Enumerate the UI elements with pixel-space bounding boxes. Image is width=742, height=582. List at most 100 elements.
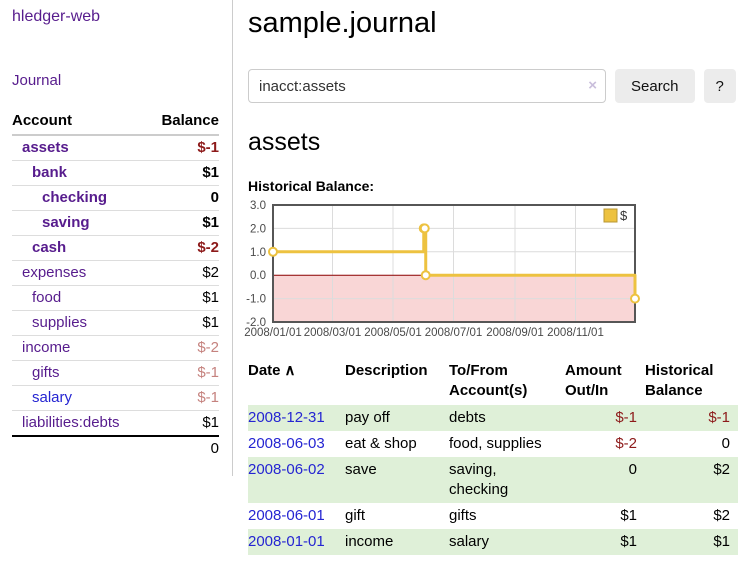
account-link[interactable]: cash: [32, 239, 67, 256]
account-link[interactable]: checking: [42, 189, 108, 206]
accounts-table: Account Balance assets $-1 bank $1 checking 0…: [12, 110, 219, 460]
y-tick-label: -2.0: [246, 317, 266, 329]
app-title-link[interactable]: hledger-web: [12, 8, 101, 25]
date-link[interactable]: 2008-01-01: [248, 533, 325, 550]
account-name-cell: expenses: [12, 260, 147, 286]
accounts-header-account: Account: [12, 110, 147, 136]
account-name-cell: cash: [12, 235, 147, 261]
account-row: checking 0: [12, 185, 219, 211]
account-name-cell: assets: [12, 135, 147, 161]
sidebar-item-journal[interactable]: Journal: [12, 72, 62, 89]
y-tick-label: 2.0: [250, 223, 266, 235]
page-title: sample.journal: [248, 7, 437, 39]
x-tick-label: 2008/07/01: [425, 327, 483, 339]
account-link[interactable]: food: [32, 289, 62, 306]
account-name-cell: gifts: [12, 360, 147, 386]
account-balance: $1: [146, 285, 219, 311]
register-description-cell: income: [345, 533, 394, 550]
register-header-row: Date ∧ Description To/From Account(s) Amo…: [248, 359, 738, 405]
clear-search-icon[interactable]: ×: [588, 77, 597, 94]
register-description-cell: eat & shop: [345, 435, 417, 452]
register-balance-cell: $1: [713, 533, 730, 550]
register-description-cell: gift: [345, 507, 366, 524]
help-button[interactable]: ?: [703, 69, 736, 103]
register-accounts-cell: salary: [449, 533, 490, 550]
search-bar: × Search ?: [248, 69, 741, 103]
accounts-total-spacer: [12, 435, 147, 460]
account-row: supplies $1: [12, 310, 219, 336]
account-link[interactable]: income: [22, 339, 71, 356]
register-header-amount: Amount Out/In: [565, 362, 622, 399]
register-row[interactable]: 2008-06-03 eat & shop food, supplies $-2 0: [248, 431, 738, 457]
account-row: assets $-1: [12, 135, 219, 161]
account-row: salary $-1: [12, 385, 219, 411]
account-link[interactable]: liabilities:debts: [22, 414, 120, 431]
register-header-account: To/From Account(s): [449, 362, 528, 399]
register-table: Date ∧ Description To/From Account(s) Amo…: [248, 359, 738, 555]
account-balance: $-2: [146, 335, 219, 361]
register-date-cell: 2008-06-03: [248, 431, 345, 457]
account-link[interactable]: salary: [32, 389, 73, 406]
y-tick-label: 3.0: [250, 200, 266, 212]
register-row[interactable]: 2008-01-01 income salary $1 $1: [248, 529, 738, 555]
account-heading: assets: [248, 128, 321, 156]
register-header-date[interactable]: Date ∧: [248, 359, 345, 405]
register-description-cell: save: [345, 461, 377, 478]
account-row: food $1: [12, 285, 219, 311]
account-balance: $-2: [146, 235, 219, 261]
x-tick-label: 2008/05/01: [364, 327, 422, 339]
register-accounts-cell: debts: [449, 409, 486, 426]
account-link[interactable]: supplies: [32, 314, 88, 331]
register-header-balance: Historical Balance: [645, 362, 714, 399]
chart-title: Historical Balance:: [248, 178, 375, 194]
accounts-total-value: 0: [146, 435, 219, 460]
register-row[interactable]: 2008-12-31 pay off debts $-1 $-1: [248, 405, 738, 431]
register-amount-cell: $-1: [615, 409, 637, 426]
register-balance-cell: $2: [713, 507, 730, 524]
x-tick-label: 2008/09/01: [486, 327, 544, 339]
account-link[interactable]: saving: [42, 214, 90, 231]
account-name-cell: saving: [12, 210, 147, 236]
search-input[interactable]: [248, 69, 606, 103]
register-accounts-cell: food, supplies: [449, 435, 542, 452]
account-balance: $1: [146, 310, 219, 336]
x-tick-label: 2008/01/01: [244, 327, 302, 339]
legend-label: $: [620, 208, 628, 223]
accounts-header-row: Account Balance: [12, 110, 219, 136]
register-balance-cell: $-1: [708, 409, 730, 426]
register-amount-cell: $1: [620, 533, 637, 550]
account-link[interactable]: assets: [22, 139, 69, 156]
legend-swatch: [603, 208, 618, 223]
account-balance: $-1: [146, 360, 219, 386]
register-row[interactable]: 2008-06-01 gift gifts $1 $2: [248, 503, 738, 529]
account-row: cash $-2: [12, 235, 219, 261]
account-row: expenses $2: [12, 260, 219, 286]
account-row: gifts $-1: [12, 360, 219, 386]
account-name-cell: supplies: [12, 310, 147, 336]
sort-ascending-icon: ∧: [284, 362, 296, 379]
x-tick-label: 2008/11/01: [547, 327, 604, 339]
register-row[interactable]: 2008-06-02 save saving, checking 0 $2: [248, 457, 738, 503]
account-balance: $-1: [146, 385, 219, 411]
account-name-cell: food: [12, 285, 147, 311]
register-header-date-label: Date: [248, 362, 281, 379]
date-link[interactable]: 2008-06-01: [248, 507, 325, 524]
register-date-cell: 2008-06-02: [248, 457, 345, 503]
date-link[interactable]: 2008-06-02: [248, 461, 325, 478]
register-date-cell: 2008-06-01: [248, 503, 345, 529]
search-button[interactable]: Search: [615, 69, 695, 103]
account-link[interactable]: bank: [32, 164, 68, 181]
account-balance: $1: [146, 160, 219, 186]
account-link[interactable]: gifts: [32, 364, 60, 381]
data-point-marker: [268, 246, 278, 257]
data-point-marker: [419, 223, 430, 234]
plot-border: [272, 204, 636, 323]
y-tick-label: -1.0: [246, 294, 266, 306]
date-link[interactable]: 2008-06-03: [248, 435, 325, 452]
account-row: saving $1: [12, 210, 219, 236]
register-amount-cell: 0: [628, 461, 637, 478]
data-point-marker: [420, 270, 431, 281]
date-link[interactable]: 2008-12-31: [248, 409, 325, 426]
account-link[interactable]: expenses: [22, 264, 87, 281]
